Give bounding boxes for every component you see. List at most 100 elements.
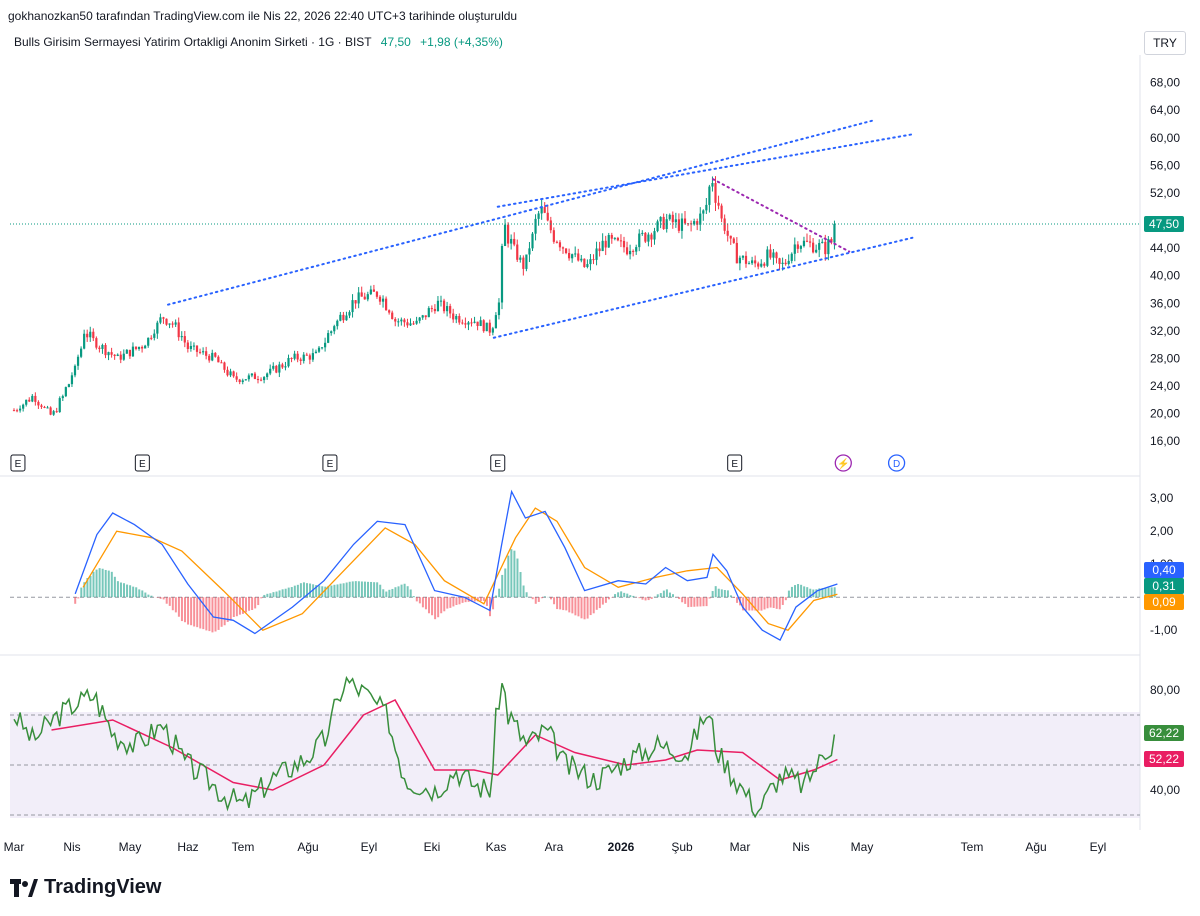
candle-body: [235, 376, 238, 380]
last-price-badge: [1144, 215, 1184, 232]
candle-body: [833, 223, 836, 243]
candle-body: [141, 346, 144, 349]
macd-histogram-bar: [345, 582, 348, 598]
macd-histogram-bar: [193, 597, 196, 627]
macd-histogram-bar: [132, 586, 135, 598]
macd-histogram-bar: [281, 589, 284, 598]
candle-body: [89, 331, 92, 338]
macd-histogram-bar: [199, 597, 202, 629]
macd-histogram-bar: [778, 597, 781, 610]
x-tick-label: 2026: [608, 840, 635, 854]
candle-body: [671, 214, 674, 223]
macd-histogram-bar: [196, 597, 199, 628]
candle-body: [741, 255, 745, 258]
candle-body: [86, 333, 89, 338]
macd-histogram-bar: [235, 597, 238, 617]
candle-body: [787, 260, 790, 265]
macd-histogram-bar: [437, 597, 440, 618]
macd-histogram-bar: [190, 597, 193, 626]
candle-body: [604, 240, 607, 248]
candle-body: [607, 234, 610, 248]
macd-histogram-bar: [266, 593, 269, 598]
macd-histogram-bar: [251, 597, 254, 610]
candle-body: [680, 218, 684, 231]
macd-histogram-bar: [248, 597, 251, 611]
macd-histogram-bar: [458, 597, 461, 605]
x-tick-label: Eki: [424, 840, 441, 854]
macd-histogram-bar: [592, 597, 595, 614]
candle-body: [409, 323, 412, 326]
macd-histogram-bar: [156, 597, 159, 598]
macd-histogram-bar: [455, 597, 458, 606]
macd-histogram-bar: [659, 593, 662, 598]
candle-body: [137, 346, 141, 349]
macd-histogram-bar: [711, 591, 714, 598]
macd-histogram-bar: [293, 585, 296, 598]
macd-histogram-bar: [464, 597, 467, 603]
tradingview-logo: TradingView: [10, 876, 161, 899]
macd-histogram-bar: [452, 597, 455, 607]
candle-body: [815, 249, 818, 253]
candle-body: [226, 369, 229, 376]
candle-body: [827, 238, 830, 255]
candle-body: [354, 300, 357, 304]
rsi-tick-label: 80,00: [1150, 683, 1180, 697]
candle-body: [452, 313, 455, 320]
candle-body: [375, 291, 379, 297]
price-badges: 47,50 0,40 0,31 0,09 62,22 52,22: [1144, 215, 1184, 767]
macd-value-badge: [1144, 562, 1184, 578]
x-tick-label: Mar: [730, 840, 751, 854]
channel-line: [167, 119, 874, 306]
rsi-pane: [10, 675, 1140, 819]
candle-body: [494, 315, 497, 329]
macd-histogram-bar: [449, 597, 452, 608]
macd-histogram-bar: [302, 582, 305, 598]
macd-histogram-bar: [501, 574, 504, 598]
macd-histogram-bar: [504, 568, 507, 598]
macd-histogram-bar: [229, 597, 232, 621]
macd-histogram-bar: [656, 594, 659, 598]
candle-body: [220, 362, 223, 364]
candle-body: [244, 379, 247, 381]
price-tick-label: 20,00: [1150, 407, 1180, 421]
candle-body: [824, 241, 827, 255]
candle-body: [217, 356, 220, 363]
candle-body: [464, 323, 467, 325]
candle-body: [366, 294, 369, 300]
macd-histogram-bar: [129, 585, 132, 598]
macd-histogram-bar: [690, 597, 693, 607]
candle-body: [427, 308, 430, 318]
candle-body: [519, 257, 522, 260]
macd-histogram-bar: [522, 585, 525, 598]
candle-body: [107, 352, 110, 356]
macd-histogram-bar: [440, 597, 443, 614]
x-tick-label: Tem: [232, 840, 255, 854]
macd-histogram-bar: [699, 597, 702, 607]
macd-histogram-bar: [751, 597, 754, 611]
price-tick-label: 68,00: [1150, 76, 1180, 90]
candle-body: [708, 186, 711, 205]
candle-body: [757, 263, 760, 267]
event-marker-label: ⚡: [837, 457, 849, 470]
price-candles: [10, 176, 1140, 416]
macd-histogram-bar: [614, 594, 617, 598]
candle-body: [232, 371, 235, 377]
candle-body: [320, 347, 324, 349]
candle-body: [385, 298, 388, 311]
macd-histogram-bar: [806, 587, 809, 598]
candle-body: [549, 220, 552, 231]
macd-histogram-bar: [382, 589, 385, 598]
macd-histogram-bar: [519, 572, 522, 598]
macd-histogram-bar: [632, 595, 635, 598]
macd-histogram-bar: [348, 581, 351, 598]
currency-button[interactable]: TRY: [1144, 31, 1186, 55]
macd-histogram-bar: [406, 586, 409, 598]
candle-body: [83, 333, 86, 349]
macd-histogram-bar: [492, 597, 495, 610]
candle-body: [616, 237, 619, 241]
macd-histogram-bar: [461, 597, 464, 603]
macd-histogram-bar: [598, 597, 601, 609]
channel-line: [496, 133, 914, 208]
price-change: +1,98 (+4,35%): [420, 35, 503, 49]
